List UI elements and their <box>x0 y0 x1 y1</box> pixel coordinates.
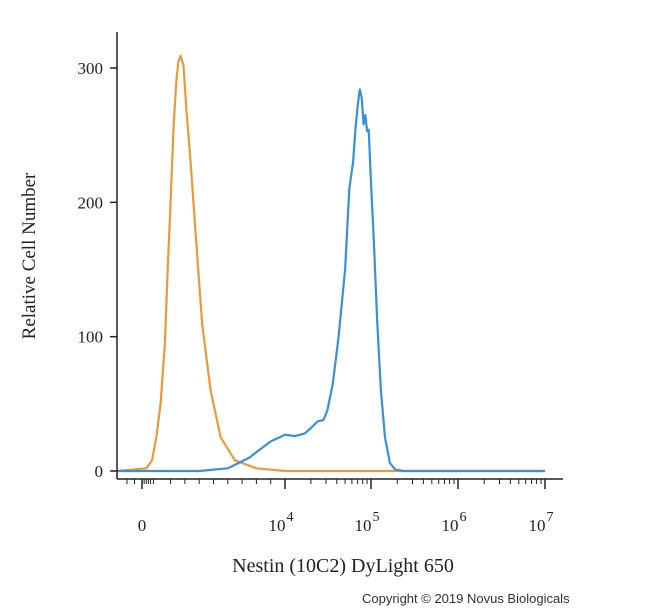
x-tick-label: 0 <box>138 516 147 535</box>
y-tick-label: 100 <box>78 328 104 347</box>
histogram-series-1 <box>116 54 545 473</box>
x-tick-label: 107 <box>529 510 554 535</box>
y-axis-label: Relative Cell Number <box>19 172 40 339</box>
axes <box>116 32 563 480</box>
y-tick-label: 200 <box>78 193 104 212</box>
y-tick-label: 0 <box>95 462 104 481</box>
histogram-chart: 0 100 200 300 0 104 105 106 107 Nestin (10C2) Dy… <box>19 32 563 577</box>
copyright-notice: Copyright © 2019 Novus Biologicals <box>362 591 570 606</box>
y-tick-label: 300 <box>78 59 104 78</box>
histogram-series-2 <box>117 88 545 473</box>
plot-area <box>116 54 545 473</box>
x-tick-label: 106 <box>442 510 467 535</box>
x-tick-label: 105 <box>355 510 380 535</box>
x-axis-label: Nestin (10C2) DyLight 650 <box>232 555 454 577</box>
x-tick-label: 104 <box>269 510 294 535</box>
